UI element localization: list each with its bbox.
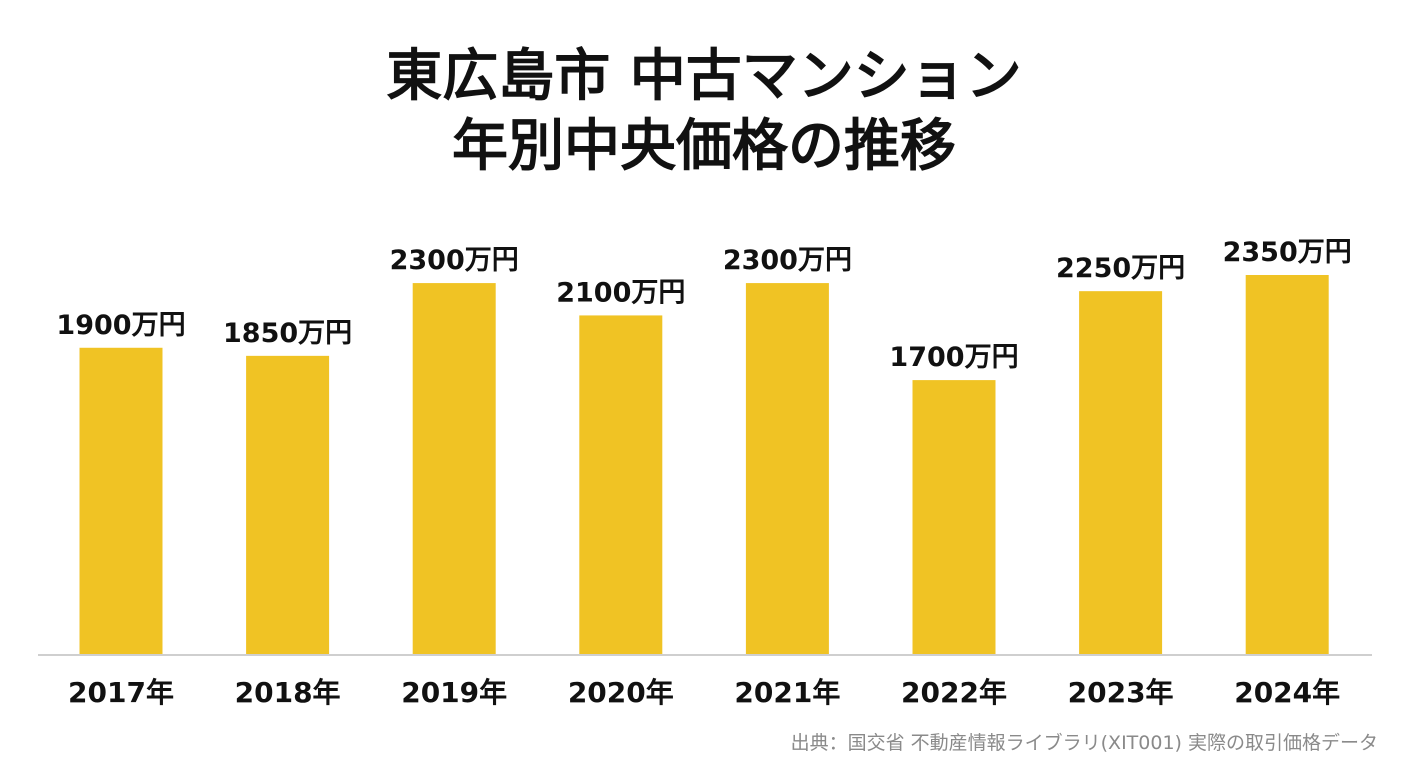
bar-2020年: [579, 315, 663, 655]
x-tick-label: 2020年: [568, 676, 674, 709]
chart-title-line-2: 年別中央価格の推移: [452, 114, 956, 179]
x-tick-label: 2018年: [235, 676, 341, 709]
chart-title-line-1: 東広島市 中古マンション: [386, 44, 1022, 109]
bar-2021年: [745, 283, 829, 655]
source-note: 出典：国交省 不動産情報ライブラリ(XIT001) 実際の取引価格データ: [790, 732, 1378, 754]
value-label: 2350万円: [1223, 237, 1352, 268]
bars-group: [79, 275, 1329, 655]
bar-2017年: [79, 347, 163, 655]
value-label: 1850万円: [223, 318, 352, 349]
x-tick-label: 2024年: [1234, 676, 1340, 709]
x-tick-label: 2021年: [734, 676, 840, 709]
x-tick-label: 2023年: [1068, 676, 1174, 709]
bar-2019年: [412, 283, 496, 655]
value-labels-group: 1900万円 1850万円 2300万円 2100万円 2300万円 1700万円 2250…: [56, 237, 1351, 373]
x-tick-label: 2017年: [68, 676, 174, 709]
value-label: 1700万円: [889, 342, 1018, 373]
bar-2023年: [1079, 291, 1163, 655]
bar-2022年: [912, 380, 996, 655]
value-label: 2100万円: [556, 277, 685, 308]
value-label: 1900万円: [56, 310, 185, 341]
x-tick-label: 2019年: [401, 676, 507, 709]
bar-2024年: [1245, 275, 1329, 655]
value-label: 2300万円: [723, 245, 852, 276]
x-tick-label: 2022年: [901, 676, 1007, 709]
value-label: 2250万円: [1056, 253, 1185, 284]
x-tick-labels-group: 2017年 2018年 2019年 2020年 2021年 2022年 2023年 2024年: [68, 676, 1340, 709]
value-label: 2300万円: [390, 245, 519, 276]
bar-2018年: [246, 355, 330, 655]
chart-title: 東広島市 中古マンション 年別中央価格の推移: [0, 42, 1408, 182]
